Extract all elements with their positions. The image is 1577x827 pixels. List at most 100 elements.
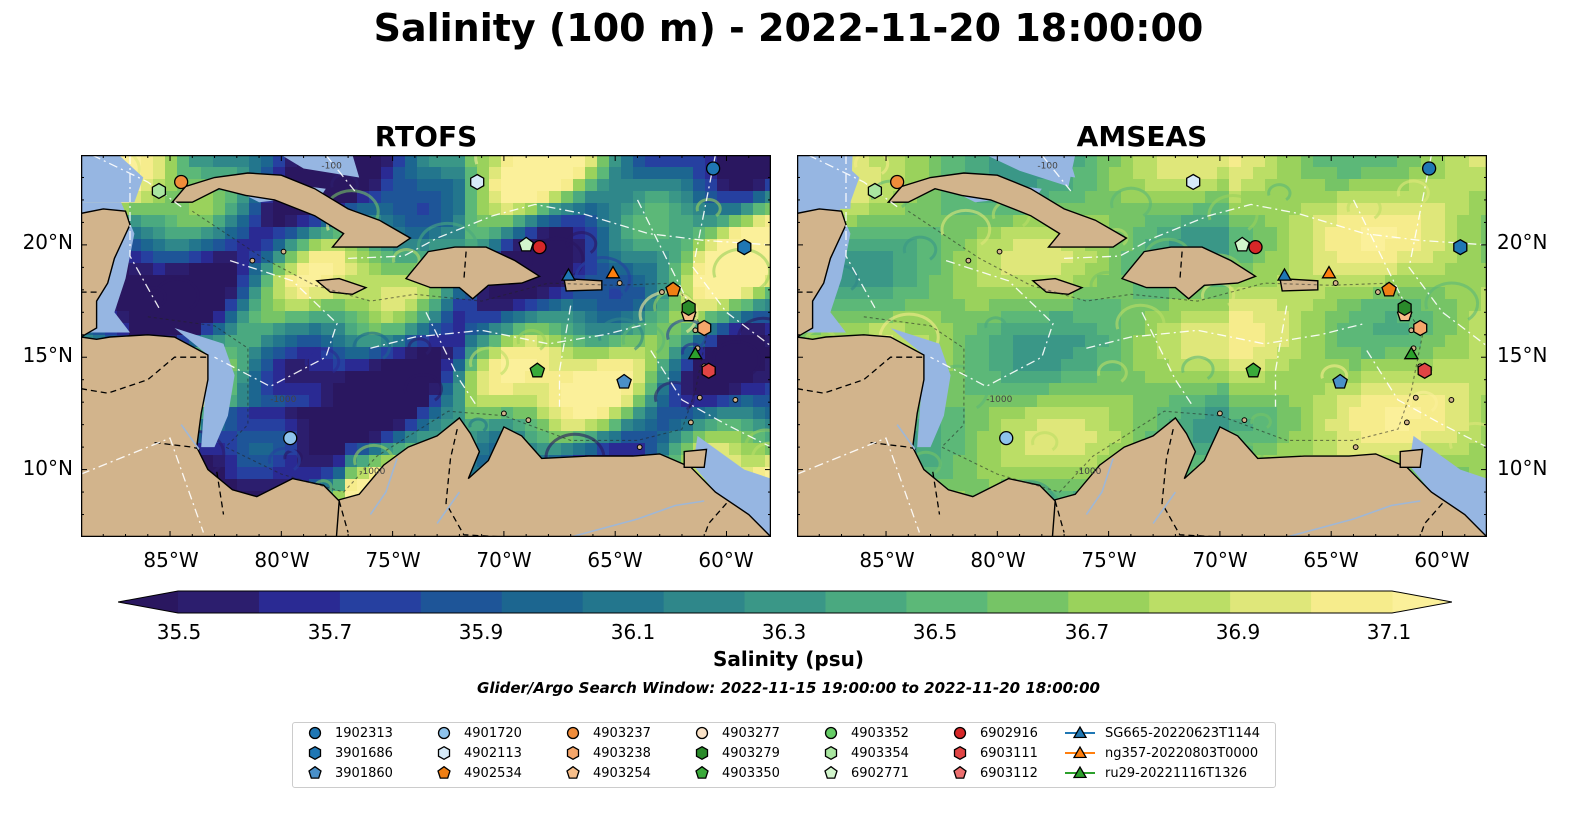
- salinity-cell: [297, 167, 310, 180]
- salinity-cell: [1433, 347, 1446, 360]
- salinity-cell: [989, 323, 1002, 336]
- salinity-cell: [1349, 395, 1362, 408]
- salinity-cell: [1373, 299, 1386, 312]
- salinity-cell: [261, 155, 274, 168]
- salinity-cell: [549, 359, 562, 372]
- salinity-cell: [729, 191, 742, 204]
- salinity-cell: [657, 395, 670, 408]
- salinity-cell: [1349, 419, 1362, 432]
- eddy-swirl: [751, 441, 771, 462]
- salinity-cell: [1265, 275, 1278, 288]
- salinity-cell: [513, 179, 526, 192]
- salinity-cell: [1337, 299, 1350, 312]
- salinity-cell: [249, 383, 262, 396]
- salinity-cell: [261, 395, 274, 408]
- salinity-cell: [1229, 383, 1242, 396]
- salinity-cell: [1001, 167, 1014, 180]
- salinity-cell: [573, 299, 586, 312]
- salinity-cell: [333, 179, 346, 192]
- salinity-cell: [965, 335, 978, 348]
- lat-tick-label-right: 15°N: [1497, 343, 1548, 367]
- salinity-cell: [429, 287, 442, 300]
- salinity-cell: [633, 251, 646, 264]
- salinity-cell: [537, 275, 550, 288]
- salinity-cell: [1289, 251, 1302, 264]
- salinity-cell: [1289, 347, 1302, 360]
- salinity-cell: [1253, 155, 1266, 168]
- salinity-cell: [297, 239, 310, 252]
- legend-item: 3901860: [303, 764, 393, 782]
- salinity-cell: [1265, 287, 1278, 300]
- salinity-cell: [717, 191, 730, 204]
- map-panel-amseas[interactable]: -100-1000-1000: [797, 155, 1487, 537]
- salinity-cell: [489, 383, 502, 396]
- salinity-cell: [765, 287, 771, 300]
- salinity-cell: [1145, 227, 1158, 240]
- salinity-cell: [393, 395, 406, 408]
- salinity-cell: [621, 191, 634, 204]
- salinity-cell: [321, 263, 334, 276]
- salinity-cell: [549, 191, 562, 204]
- salinity-cell: [261, 251, 274, 264]
- salinity-cell: [441, 407, 454, 420]
- salinity-cell: [429, 383, 442, 396]
- salinity-cell: [1073, 347, 1086, 360]
- salinity-cell: [1001, 287, 1014, 300]
- salinity-cell: [309, 359, 322, 372]
- salinity-cell: [1157, 335, 1170, 348]
- salinity-cell: [285, 455, 298, 468]
- salinity-cell: [1025, 395, 1038, 408]
- salinity-cell: [1157, 203, 1170, 216]
- small-island: [1448, 397, 1455, 403]
- salinity-cell: [917, 167, 930, 180]
- salinity-cell: [1409, 335, 1422, 348]
- salinity-cell: [929, 251, 942, 264]
- land-yucatan: [81, 208, 131, 338]
- salinity-cell: [1073, 395, 1086, 408]
- observation-marker: [532, 239, 547, 255]
- salinity-cell: [321, 383, 334, 396]
- salinity-cell: [1397, 407, 1410, 420]
- salinity-cell: [857, 251, 870, 264]
- salinity-cell: [693, 167, 706, 180]
- salinity-cell: [1037, 299, 1050, 312]
- salinity-cell: [381, 263, 394, 276]
- salinity-cell: [965, 215, 978, 228]
- salinity-cell: [977, 299, 990, 312]
- salinity-cell: [513, 419, 526, 432]
- salinity-cell: [681, 179, 694, 192]
- salinity-cell: [609, 179, 622, 192]
- salinity-cell: [881, 215, 894, 228]
- salinity-cell: [477, 311, 490, 324]
- salinity-cell: [953, 479, 966, 492]
- small-island: [659, 289, 665, 295]
- eddy-swirl: [1207, 193, 1259, 231]
- salinity-cell: [249, 431, 262, 444]
- salinity-cell: [453, 179, 466, 192]
- salinity-cell: [501, 395, 514, 408]
- salinity-cell: [369, 383, 382, 396]
- salinity-cell: [165, 239, 178, 252]
- salinity-cell: [1385, 167, 1398, 180]
- salinity-cell: [717, 371, 730, 384]
- salinity-cell: [705, 383, 718, 396]
- colorbar-segment: [501, 591, 584, 613]
- salinity-cell: [1445, 287, 1458, 300]
- salinity-cell: [1253, 323, 1266, 336]
- salinity-cell: [1337, 407, 1350, 420]
- legend-label: 3901686: [335, 745, 393, 761]
- salinity-cell: [1481, 203, 1487, 216]
- eddy-swirl: [469, 346, 510, 376]
- salinity-cell: [273, 359, 286, 372]
- salinity-cell: [729, 251, 742, 264]
- map-panel-rtofs[interactable]: -100-1000-1000: [81, 155, 771, 537]
- salinity-cell: [881, 227, 894, 240]
- salinity-cell: [1457, 359, 1470, 372]
- salinity-cell: [705, 431, 718, 444]
- salinity-cell: [405, 359, 418, 372]
- salinity-cell: [1397, 287, 1410, 300]
- salinity-cell: [845, 323, 858, 336]
- salinity-cell: [273, 383, 286, 396]
- salinity-cell: [1373, 323, 1386, 336]
- salinity-cell: [1361, 419, 1374, 432]
